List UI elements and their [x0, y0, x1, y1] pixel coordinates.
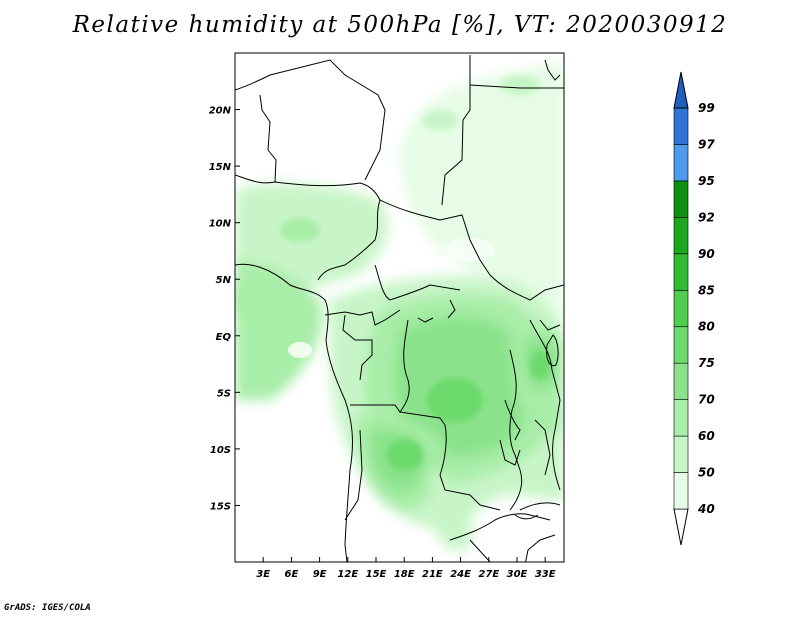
lon-tick-label: 12E: [337, 569, 358, 580]
latitude-axis: 20N 15N 10N 5N EQ 5S 10S 15S: [209, 106, 240, 512]
credit-text: GrADS: IGES/COLA: [4, 603, 91, 613]
lat-tick-label: 5N: [216, 275, 232, 286]
longitude-axis: 3E 6E 9E 12E 15E 18E 21E 24E 27E 30E 33E: [256, 557, 556, 580]
colorbar-min-arrow: [673, 508, 689, 546]
lon-tick-label: 6E: [285, 569, 299, 580]
map-frame: [234, 52, 565, 563]
colorbar-label: 92: [698, 210, 715, 224]
colorbar-segment: [673, 472, 689, 510]
colorbar-segment: [673, 217, 689, 255]
lon-tick-label: 24E: [450, 569, 471, 580]
lat-tick-label: 15S: [210, 501, 231, 512]
colorbar-max-arrow: [673, 71, 689, 109]
colorbar-segment: [673, 289, 689, 328]
lon-tick-label: 15E: [366, 569, 387, 580]
colorbar-segment: [673, 144, 689, 182]
lon-tick-label: 18E: [394, 569, 415, 580]
colorbar-label: 97: [698, 137, 715, 151]
colorbar-segment: [673, 107, 689, 145]
colorbar-label: 75: [698, 356, 715, 370]
lat-tick-label: 15N: [209, 162, 232, 173]
colorbar: 40 50 60 70 75 80 85 90 92 95 97 99: [673, 71, 715, 546]
colorbar-segment: [673, 362, 689, 400]
map-title: Relative humidity at 500hPa [%], VT: 202…: [72, 12, 728, 38]
colorbar-label: 85: [698, 283, 715, 297]
lon-tick-label: 9E: [313, 569, 327, 580]
colorbar-segment: [673, 435, 689, 473]
colorbar-label: 90: [698, 247, 715, 261]
colorbar-label: 60: [698, 429, 715, 443]
lat-tick-label: 5S: [217, 388, 231, 399]
lon-tick-label: 33E: [535, 569, 556, 580]
colorbar-label: 99: [698, 101, 715, 115]
lat-tick-label: 10S: [210, 445, 231, 456]
lat-tick-label: 10N: [209, 219, 232, 230]
colorbar-segment: [673, 180, 689, 218]
colorbar-segment: [673, 253, 689, 291]
colorbar-label: 40: [697, 502, 715, 516]
lat-tick-label: EQ: [216, 332, 232, 343]
humidity-field: [235, 60, 564, 551]
colorbar-label: 70: [698, 393, 715, 407]
country-borders: [235, 55, 564, 562]
colorbar-label: 50: [698, 466, 715, 480]
colorbar-label: 95: [698, 174, 715, 188]
lon-tick-label: 3E: [256, 569, 270, 580]
lon-tick-label: 21E: [422, 569, 443, 580]
colorbar-segment: [673, 326, 689, 364]
colorbar-label: 80: [698, 320, 715, 334]
lon-tick-label: 27E: [478, 569, 499, 580]
lon-tick-label: 30E: [507, 569, 528, 580]
colorbar-segment: [673, 399, 689, 437]
lat-tick-label: 20N: [209, 106, 232, 117]
